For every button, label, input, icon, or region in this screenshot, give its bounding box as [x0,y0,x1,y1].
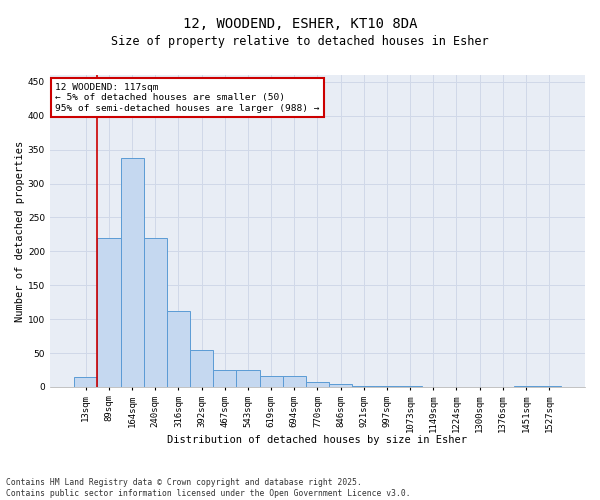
X-axis label: Distribution of detached houses by size in Esher: Distribution of detached houses by size … [167,435,467,445]
Bar [376,386,398,387]
Bar [213,370,236,387]
Bar [329,384,352,387]
Text: 12, WOODEND, ESHER, KT10 8DA: 12, WOODEND, ESHER, KT10 8DA [183,18,417,32]
Text: 12 WOODEND: 117sqm
← 5% of detached houses are smaller (50)
95% of semi-detached: 12 WOODEND: 117sqm ← 5% of detached hous… [55,83,320,112]
Bar [283,376,306,387]
Bar [352,386,376,387]
Y-axis label: Number of detached properties: Number of detached properties [15,140,25,322]
Bar [236,370,260,387]
Bar [306,382,329,387]
Bar [260,376,283,387]
Bar [514,386,538,387]
Bar [74,377,97,387]
Bar [121,158,144,387]
Text: Size of property relative to detached houses in Esher: Size of property relative to detached ho… [111,35,489,48]
Bar [398,386,422,387]
Bar [538,386,560,387]
Bar [97,238,121,387]
Bar [167,311,190,387]
Bar [190,350,213,387]
Bar [144,238,167,387]
Text: Contains HM Land Registry data © Crown copyright and database right 2025.
Contai: Contains HM Land Registry data © Crown c… [6,478,410,498]
